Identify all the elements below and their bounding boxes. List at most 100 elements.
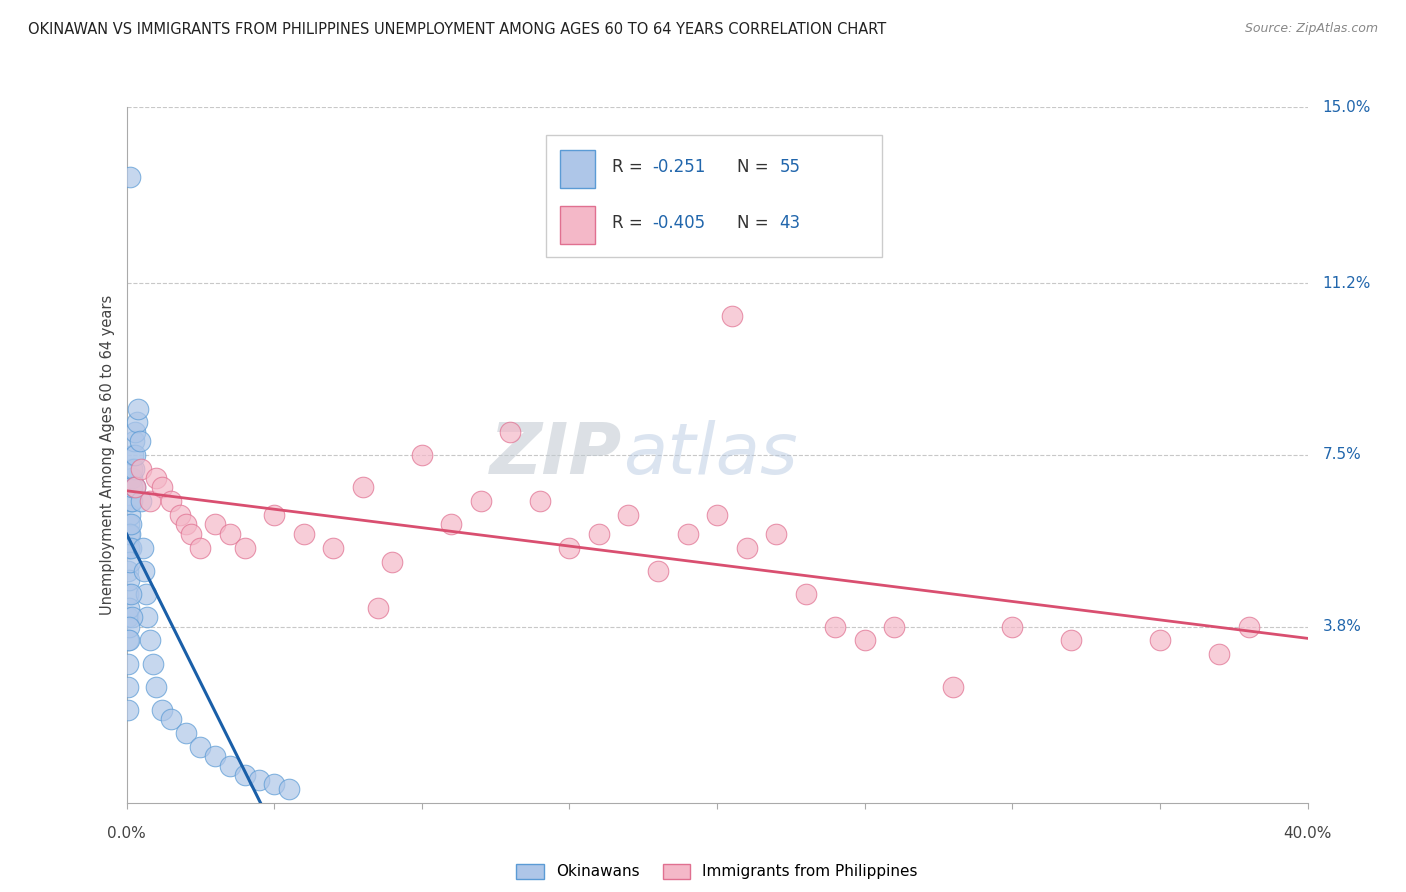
Text: 7.5%: 7.5% (1322, 448, 1361, 462)
Point (150, 480, 173, 494)
Text: 40.0%: 40.0% (1284, 826, 1331, 841)
Point (824, 619, 846, 633)
Point (118, 633, 141, 648)
Point (233, 541, 256, 555)
Point (263, 777, 285, 791)
Text: atlas: atlas (623, 420, 797, 490)
Point (188, 541, 211, 555)
Point (142, 657, 165, 671)
Point (263, 508, 285, 523)
Point (120, 587, 142, 601)
Point (169, 508, 191, 523)
Point (1237, 619, 1260, 633)
Point (188, 740, 211, 755)
Point (883, 619, 905, 633)
Point (794, 587, 817, 601)
Point (529, 494, 551, 508)
Point (124, 448, 146, 462)
Text: -0.251: -0.251 (652, 158, 706, 176)
Text: R =: R = (612, 158, 648, 176)
Point (134, 564, 156, 578)
Point (204, 749, 226, 764)
Text: Source: ZipAtlas.com: Source: ZipAtlas.com (1244, 22, 1378, 36)
Point (1208, 648, 1230, 662)
Point (233, 768, 256, 782)
FancyBboxPatch shape (560, 150, 595, 188)
Point (322, 541, 344, 555)
Point (174, 517, 197, 532)
Text: R =: R = (612, 214, 648, 232)
Point (292, 526, 315, 541)
Point (647, 564, 669, 578)
Point (122, 462, 145, 476)
Point (765, 526, 787, 541)
Point (121, 471, 143, 485)
Point (127, 401, 149, 416)
Point (120, 526, 142, 541)
Point (366, 601, 388, 615)
Point (470, 494, 492, 508)
Point (1149, 633, 1171, 648)
Point (735, 541, 758, 555)
Point (118, 601, 141, 615)
Point (617, 508, 640, 523)
Point (558, 541, 581, 555)
Point (120, 494, 142, 508)
Point (352, 480, 374, 494)
Point (120, 517, 142, 532)
Point (121, 462, 143, 476)
Point (117, 680, 139, 694)
Point (676, 526, 699, 541)
Text: -0.405: -0.405 (652, 214, 706, 232)
Point (218, 526, 242, 541)
Point (135, 587, 157, 601)
Point (117, 703, 139, 717)
Point (136, 610, 159, 624)
Point (411, 448, 433, 462)
Point (278, 781, 301, 796)
Text: OKINAWAN VS IMMIGRANTS FROM PHILIPPINES UNEMPLOYMENT AMONG AGES 60 TO 64 YEARS C: OKINAWAN VS IMMIGRANTS FROM PHILIPPINES … (28, 22, 886, 37)
Point (128, 434, 150, 448)
Point (118, 619, 141, 633)
Point (122, 434, 145, 448)
Point (853, 633, 876, 648)
Point (381, 555, 404, 569)
Text: ZIP: ZIP (491, 420, 623, 490)
Point (942, 680, 965, 694)
Text: 15.0%: 15.0% (1322, 100, 1371, 114)
Point (117, 657, 139, 671)
Point (160, 712, 183, 726)
Point (124, 425, 146, 439)
Point (117, 610, 139, 624)
Point (120, 508, 142, 523)
Point (145, 680, 167, 694)
Text: 55: 55 (780, 158, 800, 176)
Point (122, 448, 145, 462)
Point (117, 587, 139, 601)
Point (499, 425, 522, 439)
Point (120, 555, 142, 569)
Point (440, 517, 463, 532)
Point (121, 480, 143, 494)
Point (118, 517, 141, 532)
Point (117, 541, 139, 555)
Point (139, 633, 162, 648)
Point (706, 508, 728, 523)
Point (118, 526, 141, 541)
Point (125, 416, 148, 430)
Point (180, 526, 202, 541)
Point (150, 703, 173, 717)
Point (218, 758, 242, 772)
Point (174, 726, 197, 740)
Text: 11.2%: 11.2% (1322, 276, 1371, 291)
Point (117, 564, 139, 578)
Y-axis label: Unemployment Among Ages 60 to 64 years: Unemployment Among Ages 60 to 64 years (100, 294, 115, 615)
Text: 3.8%: 3.8% (1322, 619, 1361, 634)
Legend: Okinawans, Immigrants from Philippines: Okinawans, Immigrants from Philippines (510, 857, 924, 886)
Point (132, 541, 155, 555)
FancyBboxPatch shape (546, 135, 883, 257)
Point (120, 169, 142, 184)
Point (139, 494, 162, 508)
Point (247, 772, 270, 787)
Point (129, 494, 153, 508)
